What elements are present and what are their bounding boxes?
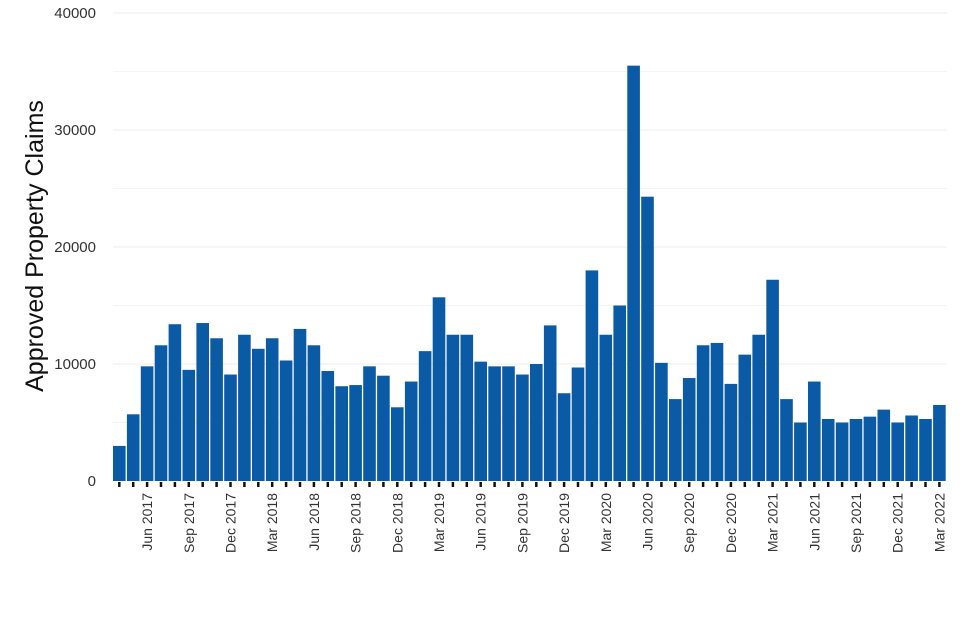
x-tick-label: Sep 2020 — [681, 493, 697, 553]
bar — [738, 354, 752, 481]
x-tick-label: Dec 2018 — [389, 493, 405, 553]
bar — [418, 351, 432, 481]
x-tick-label: Jun 2020 — [640, 493, 656, 551]
bar — [363, 366, 376, 481]
y-tick-label: 40000 — [54, 5, 96, 22]
y-tick-label: 20000 — [54, 239, 96, 256]
x-tick-label: Jun 2018 — [306, 493, 322, 551]
bar — [307, 345, 321, 481]
bar — [113, 445, 126, 481]
y-tick-label: 0 — [88, 473, 96, 490]
bar — [766, 279, 779, 481]
bar — [391, 407, 404, 481]
bar — [780, 399, 793, 481]
bar — [126, 414, 140, 481]
bar — [794, 422, 807, 481]
bar — [696, 345, 710, 481]
x-axis-tick-marks — [118, 482, 941, 487]
bar — [669, 399, 682, 481]
x-tick-label: Sep 2019 — [514, 493, 530, 553]
bar — [182, 369, 196, 481]
bar — [557, 393, 571, 481]
bar — [710, 342, 724, 481]
bar — [321, 371, 335, 481]
bar — [627, 65, 640, 482]
bar — [488, 366, 501, 481]
y-axis-title: Approved Property Claims — [21, 100, 49, 392]
bar — [154, 345, 168, 481]
bar — [891, 422, 904, 481]
x-tick-label: Sep 2017 — [181, 493, 197, 553]
x-tick-label: Mar 2020 — [598, 493, 614, 552]
x-tick-label: Mar 2022 — [931, 493, 947, 552]
x-axis-ticks: Jun 2017 Sep 2017 Dec 2017 Mar 2018 Jun 2018… — [139, 493, 947, 553]
x-tick-label: Dec 2017 — [223, 493, 239, 553]
bar — [752, 334, 765, 481]
bar — [516, 374, 529, 481]
bar — [265, 338, 279, 481]
bar — [196, 323, 209, 481]
bar — [168, 324, 182, 481]
x-tick-label: Jun 2019 — [473, 493, 489, 551]
bar — [682, 378, 696, 481]
bar — [863, 416, 877, 481]
bar — [905, 415, 918, 481]
x-tick-label: Jun 2017 — [139, 493, 155, 551]
x-tick-label: Jun 2021 — [806, 493, 822, 551]
bar — [849, 418, 863, 481]
bar — [446, 334, 460, 481]
x-tick-label: Mar 2021 — [765, 493, 781, 552]
bar — [877, 409, 891, 481]
bar — [808, 381, 821, 481]
bar — [502, 366, 515, 481]
bar — [571, 367, 585, 481]
bar — [377, 375, 390, 481]
bar — [543, 325, 557, 481]
bar — [835, 422, 849, 481]
bar — [404, 381, 418, 481]
y-tick-label: 30000 — [54, 122, 96, 139]
bar — [224, 374, 237, 481]
bar — [279, 360, 293, 481]
x-tick-label: Mar 2018 — [264, 493, 280, 552]
bar — [140, 366, 154, 481]
bar — [238, 334, 251, 481]
x-tick-label: Sep 2021 — [848, 493, 864, 553]
bar — [474, 361, 487, 481]
bar — [919, 418, 932, 481]
bar — [821, 418, 835, 481]
bar — [613, 305, 626, 481]
bar — [432, 297, 446, 481]
x-tick-label: Dec 2019 — [556, 493, 572, 553]
bar — [599, 334, 613, 481]
bar — [210, 338, 223, 481]
y-axis-ticks: 0 10000 20000 30000 40000 — [54, 5, 96, 490]
bar — [530, 364, 543, 481]
x-tick-label: Sep 2018 — [348, 493, 364, 553]
y-tick-label: 10000 — [54, 356, 96, 373]
bar — [293, 328, 307, 481]
bar — [585, 270, 599, 481]
bar — [460, 334, 474, 481]
bar — [252, 348, 265, 481]
x-tick-label: Dec 2020 — [723, 493, 739, 553]
x-tick-label: Mar 2019 — [431, 493, 447, 552]
bars — [113, 65, 946, 482]
bar — [335, 386, 348, 481]
bar — [655, 362, 668, 481]
bar — [724, 383, 738, 481]
bar — [933, 404, 946, 481]
bar — [641, 196, 654, 481]
x-tick-label: Dec 2021 — [890, 493, 906, 553]
bar — [349, 385, 362, 481]
